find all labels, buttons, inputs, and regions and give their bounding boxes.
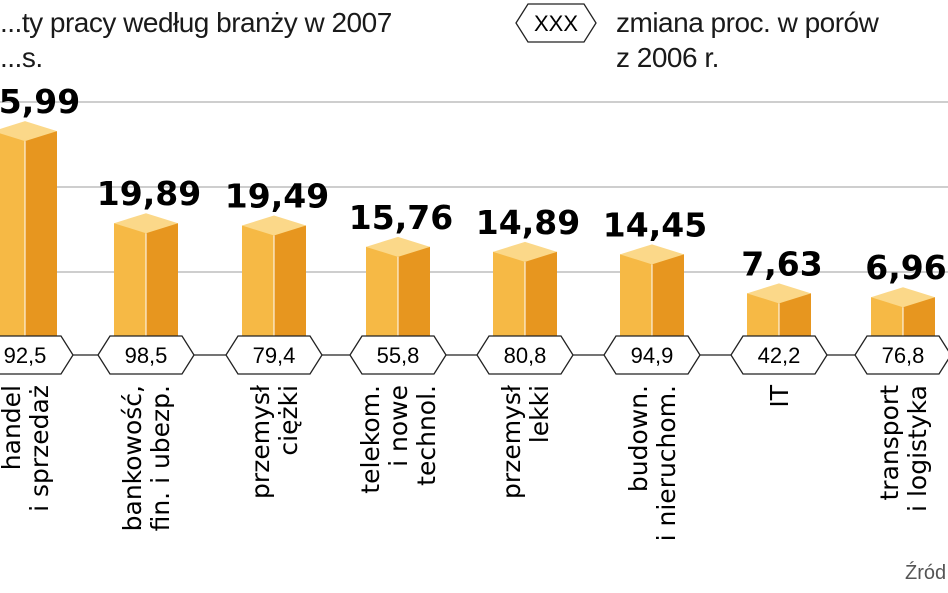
bar	[620, 254, 652, 337]
category-label: i nieruchom.	[652, 385, 681, 541]
change-hexagon	[349, 335, 447, 375]
category-label: transport	[875, 385, 904, 501]
bar-group	[747, 283, 811, 337]
change-hexagon	[97, 335, 195, 375]
category-label: przemysł	[246, 384, 275, 499]
bar	[242, 225, 274, 337]
bar-group	[620, 244, 684, 337]
category-label: i sprzedaż	[25, 385, 54, 512]
chart-subtitle: ...s.	[0, 42, 43, 73]
category-label: i nowe	[384, 385, 413, 467]
bar-side	[525, 251, 557, 337]
bar-side	[274, 225, 306, 337]
value-label: 15,76	[349, 198, 453, 237]
value-label: 35,99	[0, 82, 80, 121]
bar	[0, 131, 25, 337]
change-label: 98,5	[125, 343, 168, 368]
category-label: telekom.	[356, 385, 385, 494]
change-label: 92,5	[4, 343, 47, 368]
change-label: 94,9	[631, 343, 674, 368]
category-label: handel	[0, 385, 26, 470]
bar	[493, 251, 525, 337]
bar-group	[114, 213, 178, 337]
bar-top	[620, 244, 684, 265]
change-label: 55,8	[377, 343, 420, 368]
bar-top	[114, 213, 178, 234]
bar-group	[242, 215, 306, 337]
change-hexagon	[225, 335, 323, 375]
bar-side	[146, 223, 178, 337]
change-hexagon	[0, 335, 74, 375]
change-label: 76,8	[882, 343, 925, 368]
category-label: lekki	[525, 385, 554, 443]
bar-top	[0, 121, 57, 142]
value-label: 14,45	[603, 205, 707, 244]
bar-top	[366, 236, 430, 257]
bar	[366, 246, 398, 337]
bar-group	[366, 236, 430, 337]
category-label: IT	[765, 384, 794, 407]
category-label: bankowość,	[118, 385, 147, 531]
bar-group	[871, 287, 935, 337]
bar-group	[0, 121, 57, 337]
change-hexagon	[854, 335, 948, 375]
bar-side	[25, 131, 57, 337]
value-label: 7,63	[741, 244, 822, 283]
bar-top	[747, 283, 811, 304]
category-label: przemysł	[497, 384, 526, 499]
category-label: fin. i ubezp.	[146, 385, 175, 531]
bar	[114, 223, 146, 337]
bar-side	[652, 254, 684, 337]
change-hexagon	[603, 335, 701, 375]
change-hexagon	[476, 335, 574, 375]
bar-top	[242, 215, 306, 236]
legend-text-line1: zmiana proc. w porów	[616, 7, 879, 38]
value-label: 19,49	[225, 177, 329, 216]
bar-top	[493, 241, 557, 262]
change-label: 80,8	[504, 343, 547, 368]
legend-hexagon-icon	[515, 3, 597, 43]
category-label: technol.	[412, 385, 441, 486]
legend-symbol-text: XXX	[534, 11, 578, 36]
change-label: 79,4	[253, 343, 296, 368]
chart-title: ...ty pracy według branży w 2007	[0, 7, 392, 38]
legend-text-line2: z 2006 r.	[616, 42, 719, 73]
change-label: 42,2	[758, 343, 801, 368]
category-label: ciężki	[274, 385, 303, 456]
value-label: 19,89	[97, 174, 201, 213]
bar-side	[398, 246, 430, 337]
category-label: budown.	[624, 385, 653, 492]
value-label: 14,89	[476, 203, 580, 242]
bar-top	[871, 287, 935, 308]
source-label: Źród	[905, 562, 947, 584]
change-hexagon	[730, 335, 828, 375]
category-label: i logistyka	[903, 385, 932, 512]
bar-group	[493, 241, 557, 337]
value-label: 6,96	[865, 248, 946, 287]
